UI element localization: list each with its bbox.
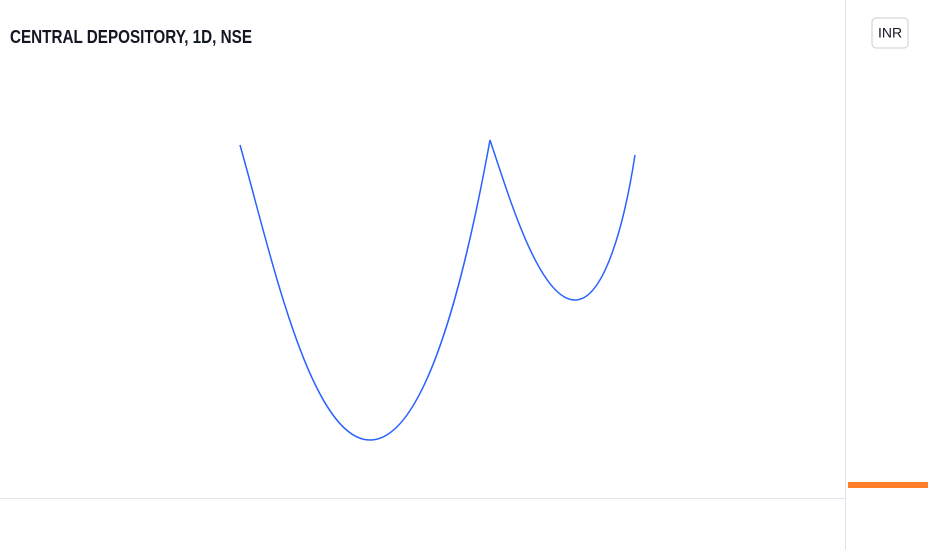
currency-label[interactable]: INR — [878, 25, 902, 41]
currency-button[interactable] — [871, 17, 909, 49]
title-backdrop — [4, 22, 254, 54]
cup-handle-drawing — [239, 139, 636, 441]
chart-title: CENTRAL DEPOSITORY, 1D, NSE — [10, 27, 252, 47]
axis-marker — [848, 482, 928, 488]
